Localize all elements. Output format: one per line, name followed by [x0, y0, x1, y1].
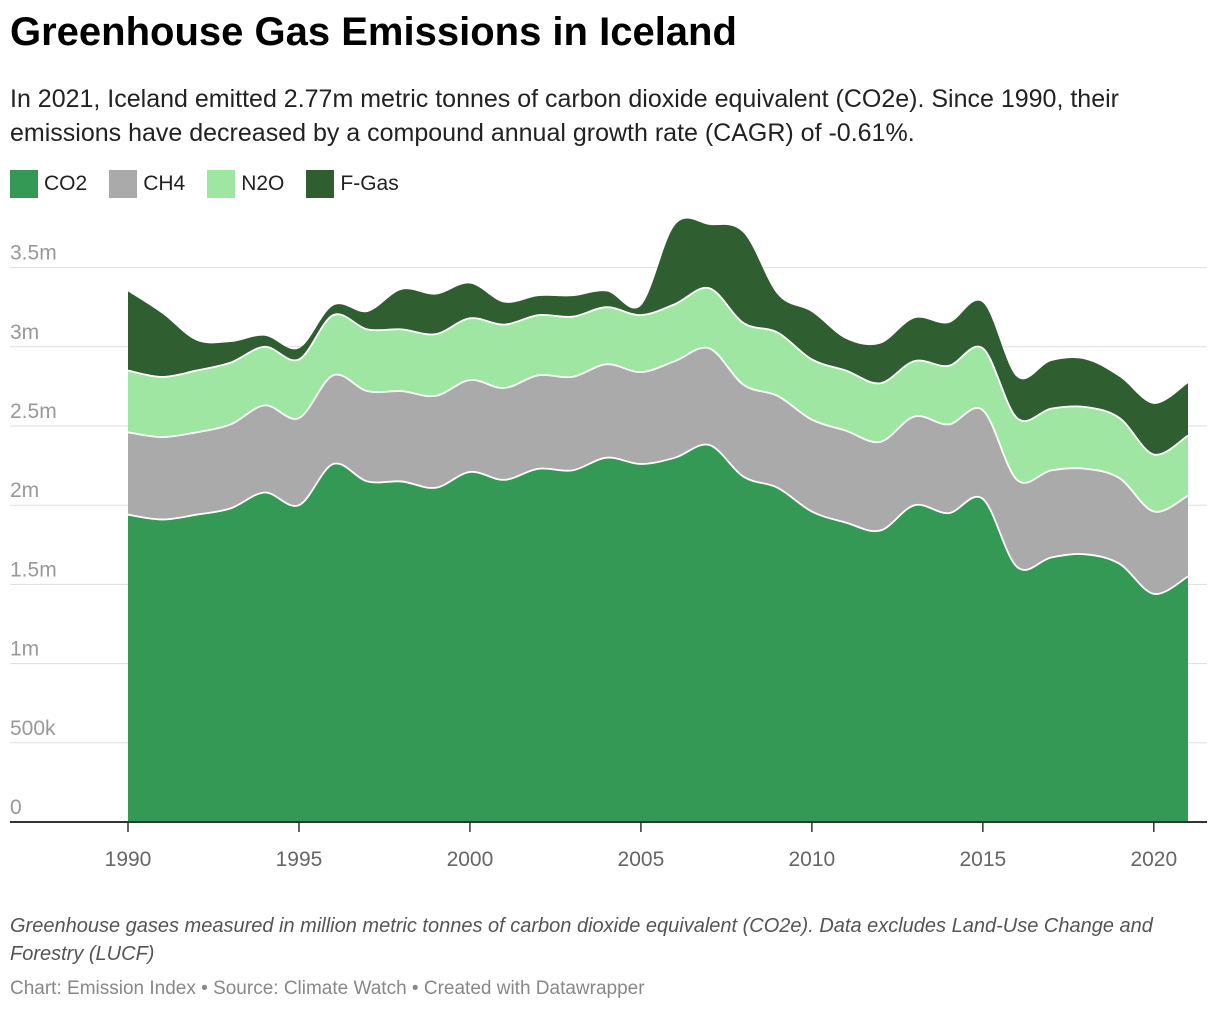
legend-swatch: [207, 170, 236, 198]
chart-legend: CO2 CH4 N2O F-Gas: [10, 170, 421, 198]
y-tick-label: 3m: [10, 321, 39, 344]
legend-label: F-Gas: [340, 172, 399, 195]
legend-item-co2: CO2: [10, 170, 87, 198]
legend-label: CO2: [44, 172, 88, 195]
x-tick-label: 1990: [105, 848, 152, 871]
series-boundary-line: [127, 346, 1189, 513]
stacked-area-chart: 0 500k 1m 1.5m 2m 2.5m 3m 3.5m 1990 1995 2000 2005 2…: [10, 218, 1207, 871]
y-tick-label: 500k: [10, 717, 56, 740]
y-tick-label: 1m: [10, 638, 39, 661]
area-series-co2: [128, 444, 1188, 822]
legend-swatch: [306, 170, 335, 198]
legend-label: N2O: [241, 172, 285, 195]
legend-swatch: [10, 170, 38, 198]
x-tick-label: 2020: [1130, 848, 1177, 871]
x-tick-label: 2015: [959, 848, 1006, 871]
x-tick-label: 2000: [447, 848, 494, 871]
x-tick-label: 1995: [276, 848, 323, 871]
series-boundary-line: [127, 286, 1189, 456]
chart-title: Greenhouse Gas Emissions in Iceland: [10, 10, 737, 54]
x-tick-label: 2010: [789, 848, 836, 871]
area-series-ch4: [128, 347, 1188, 595]
y-tick-label: 2.5m: [10, 400, 57, 423]
legend-swatch: [109, 170, 138, 198]
legend-item-f-gas: F-Gas: [306, 170, 399, 198]
legend-item-ch4: CH4: [109, 170, 185, 198]
y-tick-label: 2m: [10, 479, 39, 502]
legend-item-n2o: N2O: [207, 170, 284, 198]
x-tick-label: 2005: [618, 848, 665, 871]
area-series-n2o: [128, 287, 1188, 512]
y-tick-label: 1.5m: [10, 558, 57, 581]
y-tick-label: 3.5m: [10, 242, 57, 265]
chart-subtitle: In 2021, Iceland emitted 2.77m metric to…: [10, 85, 1119, 147]
series-boundary-line: [127, 443, 1189, 595]
legend-label: CH4: [143, 172, 186, 195]
area-series-f-gas: [128, 218, 1188, 455]
chart-byline: Chart: Emission Index • Source: Climate …: [10, 978, 645, 999]
chart-notes: Greenhouse gases measured in million met…: [10, 915, 1153, 965]
y-tick-label: 0: [10, 796, 22, 819]
